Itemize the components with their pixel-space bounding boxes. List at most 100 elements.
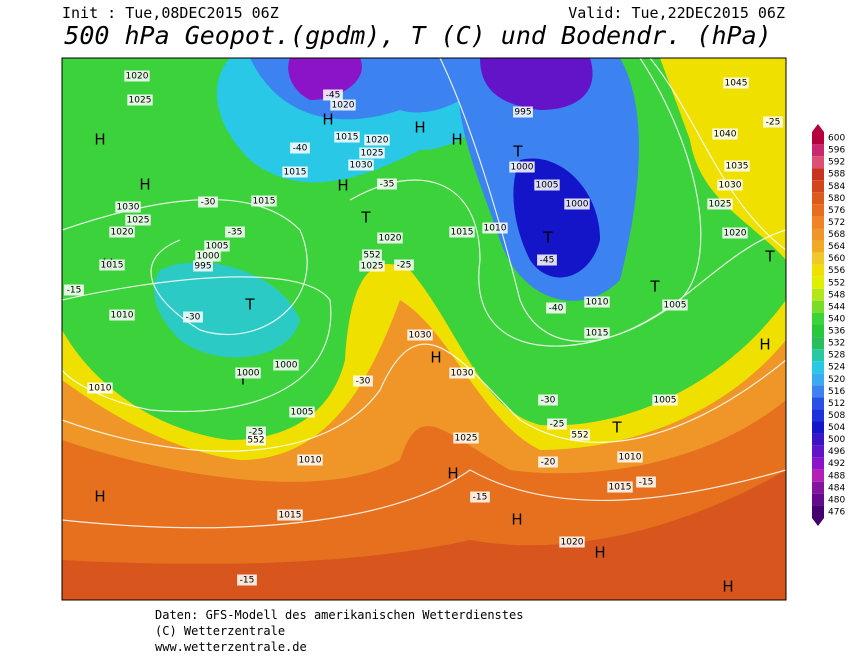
isoline-label: 1015 [253,197,276,207]
colorbar-label: 560 [828,254,845,264]
isoline-label: 1000 [511,163,534,173]
colorbar-label: 488 [828,471,845,481]
pressure-centre: H [94,488,105,506]
colorbar-label: 512 [828,399,845,409]
isoline-label: -25 [550,420,565,430]
label-box [87,382,113,394]
isoline-label: -30 [186,313,201,323]
pressure-centre: H [511,511,522,529]
label-box [246,426,266,438]
label-box [198,196,218,208]
label-box [124,70,150,82]
colorbar-label: 536 [828,327,845,337]
isoline-label: 1025 [129,96,152,106]
label-box [538,394,558,406]
colorbar-swatch [812,397,824,410]
label-box [64,284,84,296]
colorbar-label: 548 [828,290,845,300]
isoline-label: 1015 [101,261,124,271]
isoline-label: 1020 [724,229,747,239]
isoline-label: -30 [541,396,556,406]
isoline-label: -15 [67,286,82,296]
valid-time: Valid: Tue,22DEC2015 06Z [568,4,785,22]
colorbar-label: 504 [828,423,845,433]
label-box [707,198,733,210]
colorbar-swatch [812,240,824,253]
colorbar-label: 576 [828,206,845,216]
pressure-centre: T [512,143,523,161]
isoline-label: 1030 [117,203,140,213]
isoline-label: 1020 [111,228,134,238]
label-box [607,481,633,493]
isoline-label: 1045 [725,79,748,89]
colorbar-label: 592 [828,158,845,168]
pressure-centre: H [430,349,441,367]
isoline-label: 1010 [111,311,134,321]
isoline-label: -15 [240,576,255,586]
isoline-label: 552 [571,431,588,441]
label-box [636,476,656,488]
label-box [509,161,535,173]
label-box [125,214,151,226]
footer-line: www.wetterzentrale.de [155,640,307,654]
label-box [717,179,743,191]
isoline-label: 1025 [455,434,478,444]
pressure-centre: H [759,336,770,354]
label-box [282,166,308,178]
colorbar-label: 584 [828,182,845,192]
isoline-label: 1020 [379,234,402,244]
isoline-label: 1025 [709,200,732,210]
isoline-label: 1015 [284,168,307,178]
colorbar-label: 496 [828,447,845,457]
isoline-label: 1015 [336,133,359,143]
colorbar-label: 516 [828,387,845,397]
colorbar-swatch [812,276,824,289]
label-box [334,131,360,143]
label-box [584,296,610,308]
isoline-label: -20 [541,458,556,468]
label-box [722,227,748,239]
isoline-label: 1035 [726,162,749,172]
isoline-label: 1005 [536,181,559,191]
colorbar: 600 596 592 588 584 580 576 572 568 564 560 556 552 5… [812,123,845,527]
label-box [407,329,433,341]
isoline-label: 1005 [291,408,314,418]
colorbar-swatch [812,131,824,145]
label-box [559,536,585,548]
colorbar-label: 552 [828,278,845,288]
colorbar-swatch [812,481,824,494]
isoline-label: 995 [514,108,531,118]
colorbar-swatch [812,300,824,313]
colorbar-label: 556 [828,266,845,276]
pressure-centre: T [611,419,622,437]
label-box [724,160,750,172]
isobars [62,58,786,529]
label-box [109,309,135,321]
colorbar-cap [812,518,824,527]
isoline-label: -35 [380,180,395,190]
footer-line: (C) Wetterzentrale [155,624,285,638]
label-box [570,429,590,441]
label-box [235,367,261,379]
label-box [449,367,475,379]
isoline-label: 1005 [654,396,677,406]
isoline-label: 1030 [719,181,742,191]
colorbar-label: 600 [828,134,845,144]
isoline-label: -35 [228,228,243,238]
label-box [127,94,153,106]
isoline-label: 552 [363,251,380,261]
label-box [534,179,560,191]
colorbar-swatch [812,204,824,217]
colorbar-swatch [812,252,824,265]
colorbar-swatch [812,288,824,301]
isoline-label: -15 [473,493,488,503]
colorbar-swatch [812,493,824,506]
colorbar-label: 520 [828,375,845,385]
label-box [538,456,558,468]
label-box [723,77,749,89]
label-box [99,259,125,271]
label-box [362,249,382,261]
label-box [277,509,303,521]
label-box [348,159,374,171]
label-box [297,454,323,466]
